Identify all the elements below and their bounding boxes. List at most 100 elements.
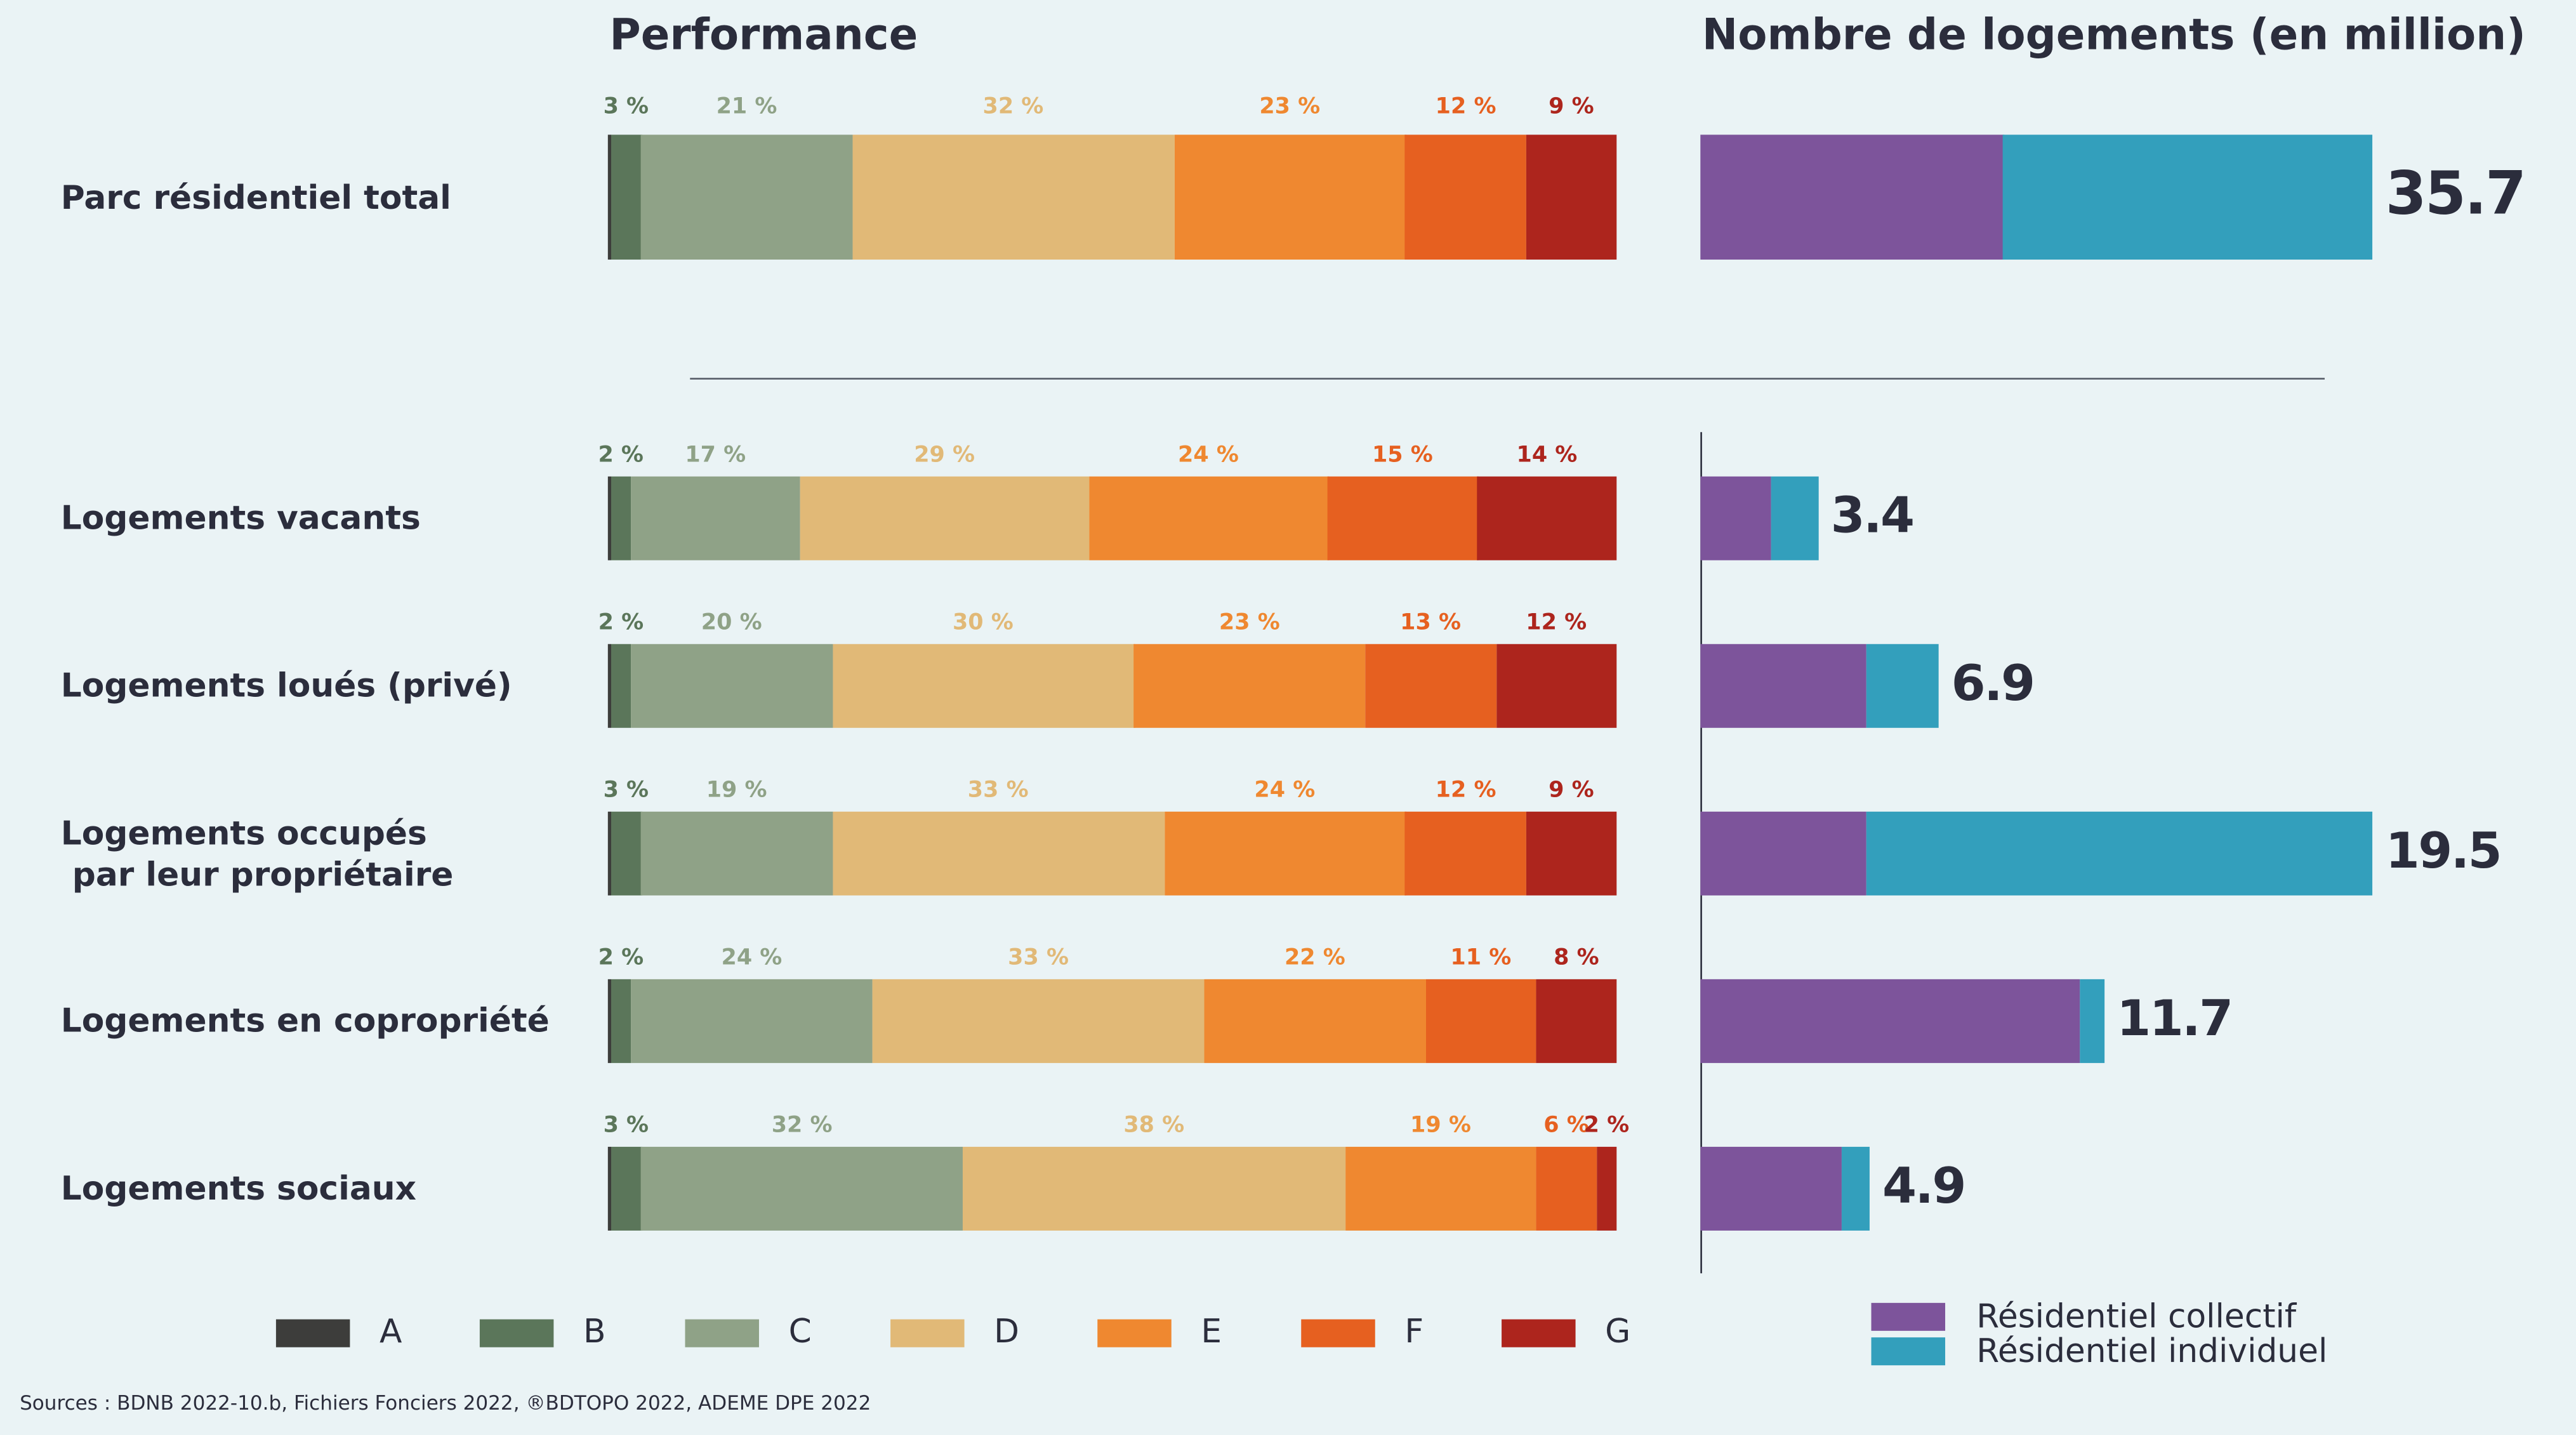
segment-G	[1536, 979, 1618, 1063]
legend-label-G: G	[1605, 1311, 1631, 1351]
pct-label-G: 9 %	[1549, 93, 1594, 120]
legend-label-E: E	[1201, 1311, 1222, 1351]
count-title: Nombre de logements (en million)	[1701, 11, 2526, 61]
pct-label-E: 23 %	[1219, 609, 1280, 636]
row-label: Logements loués (privé)	[61, 665, 512, 706]
row-label-line: par leur propriétaire	[60, 853, 454, 893]
performance-bar	[607, 811, 1618, 896]
segment-B	[611, 135, 642, 260]
segment-E	[1173, 135, 1406, 260]
performance-bar	[607, 979, 1618, 1063]
row-label-line: Logements en copropriété	[60, 1000, 550, 1040]
count-segment-individuel	[2079, 979, 2104, 1063]
segment-A	[607, 135, 612, 260]
pct-label-B: 2 %	[598, 944, 644, 971]
segment-C	[641, 135, 853, 260]
legend-swatch-A	[275, 1319, 350, 1347]
segment-F	[1405, 135, 1527, 260]
pct-label-G: 12 %	[1526, 609, 1587, 636]
legend-label-collectif: Résidentiel collectif	[1976, 1296, 2297, 1336]
segment-G	[1526, 135, 1618, 260]
count-segment-collectif	[1700, 135, 2004, 260]
count-segment-individuel	[1841, 1146, 1870, 1231]
segment-A	[607, 644, 612, 728]
pct-label-D: 29 %	[914, 442, 975, 468]
pct-label-C: 17 %	[685, 442, 746, 468]
legend-swatch-G	[1502, 1319, 1576, 1347]
pct-label-D: 38 %	[1123, 1112, 1185, 1139]
count-segment-individuel	[1771, 476, 1818, 560]
count-total-label: 19.5	[2385, 823, 2502, 881]
count-segment-collectif	[1700, 644, 1866, 728]
segment-G	[1526, 811, 1618, 896]
pct-label-B: 3 %	[603, 1112, 649, 1139]
segment-E	[1133, 644, 1366, 728]
legend-swatch-C	[685, 1319, 759, 1347]
legend-label-B: B	[583, 1311, 606, 1351]
segment-F	[1425, 979, 1537, 1063]
pct-label-C: 21 %	[716, 93, 777, 120]
legend-swatch-F	[1301, 1319, 1375, 1347]
pct-label-E: 23 %	[1259, 93, 1321, 120]
segment-E	[1204, 979, 1427, 1063]
count-total-label: 11.7	[2117, 990, 2233, 1048]
segment-F	[1328, 476, 1478, 560]
segment-D	[852, 135, 1175, 260]
legend-label-individuel: Résidentiel individuel	[1976, 1330, 2328, 1370]
segment-G	[1477, 476, 1618, 560]
segment-B	[611, 1146, 642, 1231]
pct-label-G: 2 %	[1583, 1112, 1630, 1139]
legend-swatch-individuel	[1871, 1337, 1946, 1366]
pct-label-F: 13 %	[1400, 609, 1461, 636]
performance-title: Performance	[609, 11, 918, 61]
segment-C	[630, 476, 801, 560]
pct-label-F: 6 %	[1543, 1112, 1589, 1139]
pct-label-D: 30 %	[952, 609, 1014, 636]
count-segment-individuel	[1865, 644, 1939, 728]
segment-A	[607, 979, 612, 1063]
count-total-label: 4.9	[1882, 1158, 1966, 1216]
segment-A	[607, 476, 612, 560]
segment-F	[1405, 811, 1527, 896]
legend-label-F: F	[1404, 1311, 1424, 1351]
pct-label-E: 22 %	[1284, 944, 1345, 971]
legend-swatch-D	[890, 1319, 965, 1347]
segment-A	[607, 1146, 612, 1231]
count-segment-collectif	[1700, 811, 1866, 896]
segment-E	[1345, 1146, 1537, 1231]
count-segment-collectif	[1700, 979, 2080, 1063]
segment-F	[1536, 1146, 1597, 1231]
pct-label-C: 24 %	[721, 944, 783, 971]
pct-label-D: 32 %	[982, 93, 1044, 120]
pct-label-B: 3 %	[603, 93, 649, 120]
row-label-line: Parc résidentiel total	[60, 176, 451, 216]
pct-label-F: 12 %	[1435, 777, 1496, 803]
segment-C	[641, 811, 833, 896]
row-label: Logements sociaux	[61, 1168, 416, 1210]
performance-bar	[607, 644, 1618, 728]
row-label: Logements vacants	[61, 498, 421, 539]
legend-swatch-E	[1097, 1319, 1172, 1347]
pct-label-B: 3 %	[603, 777, 649, 803]
segment-D	[832, 811, 1165, 896]
segment-A	[607, 811, 612, 896]
pct-label-F: 12 %	[1435, 93, 1496, 120]
row-label: Parc résidentiel total	[61, 176, 451, 218]
performance-bar	[607, 135, 1618, 260]
segment-C	[631, 644, 833, 728]
sources-note: Sources : BDNB 2022-10.b, Fichiers Fonci…	[20, 1391, 871, 1415]
segment-D	[800, 476, 1090, 560]
pct-label-E: 24 %	[1254, 777, 1316, 803]
segment-G	[1496, 644, 1618, 728]
count-segment-individuel	[1865, 811, 2374, 896]
count-segment-collectif	[1700, 476, 1772, 560]
pct-label-G: 14 %	[1516, 442, 1578, 468]
performance-bar	[607, 476, 1618, 560]
performance-bar	[607, 1146, 1618, 1231]
pct-label-E: 24 %	[1178, 442, 1239, 468]
legend-label-A: A	[379, 1311, 402, 1351]
segment-C	[641, 1146, 964, 1231]
count-segment-individuel	[2003, 135, 2374, 260]
row-label: Logements occupés par leur propriétaire	[61, 812, 454, 894]
